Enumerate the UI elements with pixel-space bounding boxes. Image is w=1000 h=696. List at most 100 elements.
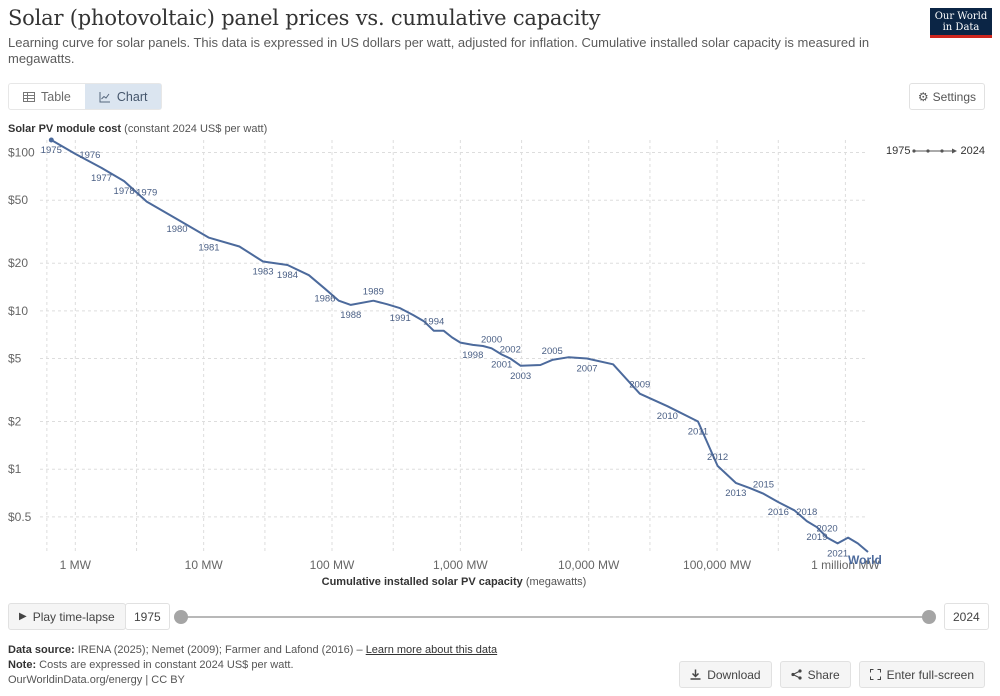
- learning-curve-chart: $100 $50 $20 $10 $5 $2 $1 $0.5 1 MW 10 MW 100 MW 1,…: [8, 137, 882, 572]
- learn-more-link[interactable]: Learn more about this data: [365, 644, 498, 656]
- timeline-end-year[interactable]: 2024: [944, 603, 989, 630]
- timeline-slider-track[interactable]: [181, 616, 929, 618]
- legend-line-icon: [912, 148, 958, 154]
- expand-icon: [869, 669, 881, 680]
- time-range-legend: 1975 2024: [886, 145, 985, 157]
- year-data-label: 2000: [481, 334, 502, 345]
- year-data-label: 2007: [576, 364, 597, 375]
- share-label: Share: [807, 667, 840, 682]
- y-axis-title-bold: Solar PV module cost: [8, 123, 122, 135]
- credit-line[interactable]: OurWorldinData.org/energy | CC BY: [8, 674, 185, 686]
- fullscreen-button[interactable]: Enter full-screen: [858, 661, 985, 688]
- year-data-label: 1980: [166, 224, 187, 235]
- year-data-label: 2015: [753, 480, 774, 491]
- tab-chart-label: Chart: [116, 89, 148, 104]
- series-start-point: [48, 137, 54, 143]
- data-source-text: IRENA (2025); Nemet (2009); Farmer and L…: [77, 644, 363, 656]
- note-line: Note: Costs are expressed in constant 20…: [8, 658, 497, 673]
- data-source-line: Data source: IRENA (2025); Nemet (2009);…: [8, 643, 497, 658]
- y-tick-label: $0.5: [8, 510, 32, 524]
- year-data-label: 1975: [41, 145, 62, 156]
- page-subtitle: Learning curve for solar panels. This da…: [8, 35, 870, 66]
- year-data-label: 2013: [725, 488, 746, 499]
- year-data-label: 2016: [768, 507, 789, 518]
- y-tick-label: $5: [8, 352, 22, 366]
- year-data-label: 1984: [277, 270, 298, 281]
- data-source-label: Data source:: [8, 644, 75, 656]
- timeline-start-handle[interactable]: [174, 610, 188, 624]
- year-data-label: 2012: [707, 452, 728, 463]
- year-data-label: 1979: [136, 188, 157, 199]
- world-series-line: [50, 139, 869, 553]
- y-tick-label: $50: [8, 193, 28, 207]
- year-data-label: 2021: [827, 548, 848, 559]
- timeline-start-year[interactable]: 1975: [125, 603, 170, 630]
- x-tick-label: 100 MW: [310, 558, 355, 572]
- logo-line-2: in Data: [942, 22, 980, 33]
- footer-actions: Download Share Enter full-screen: [679, 661, 985, 688]
- y-axis-title: Solar PV module cost (constant 2024 US$ …: [8, 123, 267, 135]
- year-data-label: 2019: [806, 532, 827, 543]
- play-timelapse-button[interactable]: ▶ Play time-lapse: [8, 603, 126, 630]
- view-tabs: Table Chart: [8, 83, 163, 110]
- tab-table-label: Table: [41, 89, 71, 104]
- owid-logo[interactable]: Our World in Data: [930, 8, 992, 38]
- page-title: Solar (photovoltaic) panel prices vs. cu…: [8, 6, 601, 30]
- line-chart-icon: [99, 91, 110, 102]
- year-data-label: 2018: [796, 507, 817, 518]
- series-name-label: World: [848, 553, 882, 567]
- chart-footer: Data source: IRENA (2025); Nemet (2009);…: [8, 643, 497, 688]
- note-text: Costs are expressed in constant 2024 US$…: [39, 659, 294, 671]
- legend-start-year: 1975: [886, 145, 911, 157]
- year-data-label: 2001: [491, 360, 512, 371]
- year-data-label: 1986: [314, 294, 335, 305]
- gear-icon: ⚙: [917, 89, 929, 104]
- year-data-label: 1989: [363, 287, 384, 298]
- year-data-label: 2003: [510, 371, 531, 382]
- settings-button[interactable]: ⚙ Settings: [908, 83, 985, 110]
- tab-table[interactable]: Table: [9, 84, 85, 109]
- year-data-label: 1983: [252, 267, 273, 278]
- year-data-label: 2011: [688, 427, 708, 438]
- download-icon: [690, 669, 701, 680]
- download-button[interactable]: Download: [679, 661, 772, 688]
- share-button[interactable]: Share: [779, 661, 851, 688]
- y-tick-label: $10: [8, 304, 28, 318]
- x-tick-label: 1,000 MW: [433, 558, 488, 572]
- fullscreen-label: Enter full-screen: [886, 667, 974, 682]
- y-tick-label: $100: [8, 146, 35, 160]
- year-data-label: 1976: [79, 150, 100, 161]
- x-axis-title: Cumulative installed solar PV capacity (…: [0, 576, 908, 588]
- year-data-label: 1977: [91, 173, 112, 184]
- y-tick-label: $2: [8, 415, 22, 429]
- year-data-label: 2010: [657, 411, 678, 422]
- year-data-label: 2005: [542, 346, 563, 357]
- x-tick-label: 1 million MW: [811, 558, 880, 572]
- year-data-label: 2002: [500, 345, 521, 356]
- logo-line-1: Our World: [934, 11, 988, 22]
- x-axis-title-bold: Cumulative installed solar PV capacity: [321, 576, 523, 588]
- play-timelapse-label: Play time-lapse: [32, 609, 115, 624]
- year-data-label: 1998: [462, 350, 483, 361]
- year-data-label: 1994: [423, 317, 444, 328]
- tab-chart[interactable]: Chart: [84, 84, 162, 109]
- x-axis-title-unit: (megawatts): [525, 576, 587, 588]
- x-tick-label: 100,000 MW: [683, 558, 752, 572]
- x-tick-label: 10,000 MW: [558, 558, 620, 572]
- year-data-label: 1991: [390, 313, 411, 324]
- y-tick-label: $1: [8, 462, 22, 476]
- timeline-end-handle[interactable]: [922, 610, 936, 624]
- legend-end-year: 2024: [960, 145, 985, 157]
- y-axis-title-unit: (constant 2024 US$ per watt): [124, 123, 268, 135]
- year-data-label: 1981: [198, 243, 219, 254]
- year-data-label: 2009: [629, 380, 650, 391]
- year-data-label: 1978: [114, 186, 135, 197]
- year-data-label: 1988: [340, 310, 361, 321]
- x-tick-label: 1 MW: [60, 558, 92, 572]
- download-label: Download: [707, 667, 761, 682]
- x-tick-label: 10 MW: [185, 558, 224, 572]
- table-icon: [23, 91, 35, 102]
- settings-label: Settings: [932, 89, 976, 104]
- share-icon: [790, 669, 802, 680]
- note-label: Note:: [8, 659, 37, 671]
